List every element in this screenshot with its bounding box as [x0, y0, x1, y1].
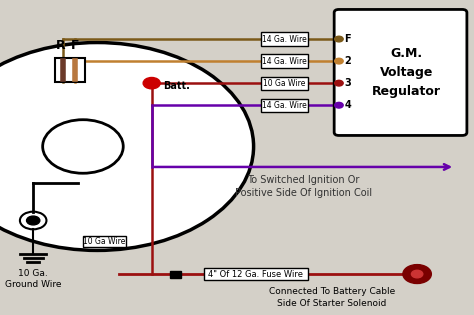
FancyBboxPatch shape [170, 271, 181, 278]
Circle shape [335, 80, 343, 86]
Text: F: F [345, 34, 351, 44]
Text: 14 Ga. Wire: 14 Ga. Wire [262, 57, 307, 66]
FancyBboxPatch shape [261, 54, 308, 68]
FancyBboxPatch shape [261, 77, 308, 90]
Circle shape [403, 265, 431, 284]
Text: 4" Of 12 Ga. Fuse Wire: 4" Of 12 Ga. Fuse Wire [209, 270, 303, 278]
Text: 10 Ga Wire: 10 Ga Wire [83, 237, 126, 246]
Text: R: R [56, 39, 65, 52]
FancyBboxPatch shape [55, 58, 85, 82]
Circle shape [335, 102, 343, 108]
Text: 2: 2 [345, 56, 351, 66]
Circle shape [335, 58, 343, 64]
Circle shape [411, 270, 423, 278]
Text: F: F [71, 39, 79, 52]
FancyBboxPatch shape [83, 236, 126, 247]
Text: 14 Ga. Wire: 14 Ga. Wire [262, 101, 307, 110]
Circle shape [143, 77, 160, 89]
Text: G.M.
Voltage
Regulator: G.M. Voltage Regulator [372, 47, 441, 98]
FancyBboxPatch shape [334, 9, 467, 135]
Text: Batt.: Batt. [164, 81, 191, 91]
Text: 4: 4 [345, 100, 351, 110]
Text: 10 Ga Wire: 10 Ga Wire [263, 79, 306, 88]
FancyBboxPatch shape [261, 32, 308, 46]
FancyBboxPatch shape [204, 268, 308, 280]
Circle shape [27, 216, 40, 225]
Text: 3: 3 [345, 78, 351, 88]
Circle shape [335, 36, 343, 42]
Circle shape [0, 43, 254, 250]
Text: 10 Ga.
Ground Wire: 10 Ga. Ground Wire [5, 269, 62, 289]
FancyBboxPatch shape [261, 99, 308, 112]
Text: 14 Ga. Wire: 14 Ga. Wire [262, 35, 307, 43]
Text: Connected To Battery Cable
Side Of Starter Solenoid: Connected To Battery Cable Side Of Start… [269, 287, 395, 308]
Text: To Switched Ignition Or
Positive Side Of Ignition Coil: To Switched Ignition Or Positive Side Of… [235, 175, 372, 198]
